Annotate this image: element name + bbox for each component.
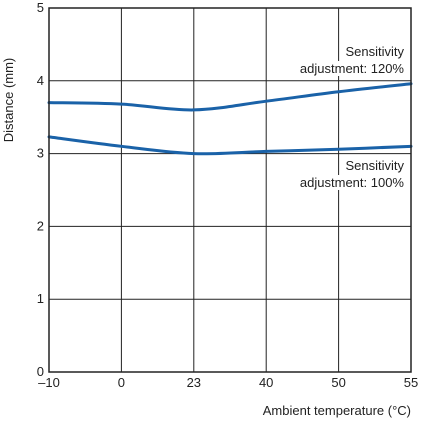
x-tick-labels: –10 0 23 40 50 55 <box>38 375 418 390</box>
y-tick-label: 0 <box>37 364 44 379</box>
y-tick-label: 2 <box>37 218 44 233</box>
series-annotation: Sensitivity <box>345 44 404 59</box>
x-axis-label: Ambient temperature (°C) <box>263 403 411 418</box>
y-axis-label: Distance (mm) <box>1 58 16 143</box>
y-tick-label: 5 <box>37 0 44 15</box>
annotation-background <box>343 158 407 173</box>
annotation-background <box>297 175 407 190</box>
x-tick-label: 50 <box>331 375 345 390</box>
annotation-background <box>297 61 407 76</box>
series-line <box>47 135 413 156</box>
series-annotation: Sensitivity <box>345 158 404 173</box>
x-tick-label: 0 <box>118 375 125 390</box>
y-tick-label: 4 <box>37 73 44 88</box>
x-tick-label: 40 <box>259 375 273 390</box>
y-tick-label: 3 <box>37 146 44 161</box>
plot-frame <box>48 7 412 373</box>
series-annotations: Sensitivity adjustment: 120% Sensitivity ad… <box>297 44 407 190</box>
annotation-background <box>343 44 407 59</box>
series-annotation: adjustment: 120% <box>300 61 405 76</box>
series-lines <box>47 82 413 156</box>
y-tick-label: 1 <box>37 291 44 306</box>
series-annotation: adjustment: 100% <box>300 175 405 190</box>
x-tick-label: 23 <box>187 375 201 390</box>
x-tick-label: –10 <box>38 375 60 390</box>
y-tick-labels: 0 1 2 3 4 5 <box>37 0 44 379</box>
series-line <box>47 82 413 112</box>
x-tick-label: 55 <box>404 375 418 390</box>
